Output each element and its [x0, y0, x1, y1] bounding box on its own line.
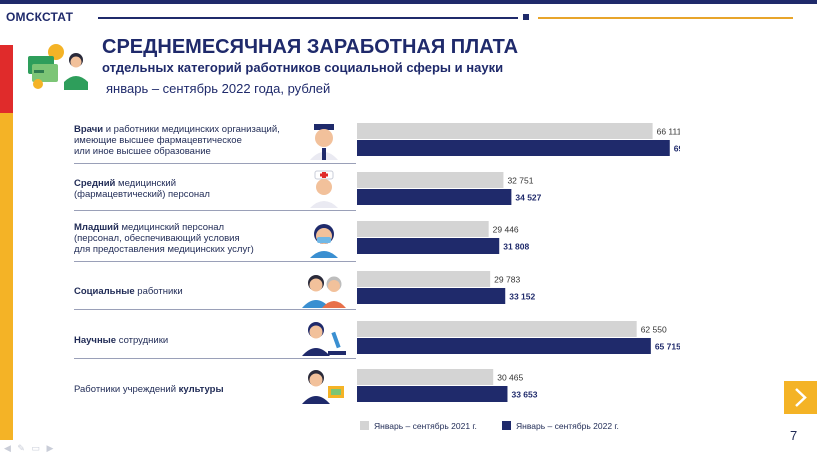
top-bar: [0, 0, 817, 4]
header-divider: [98, 17, 518, 19]
bar-2022-5: [357, 386, 508, 402]
row-divider: [74, 261, 356, 262]
bar-2022-2: [357, 238, 500, 254]
data-label-2022-0: 69 948: [674, 144, 680, 154]
nurse-icon: [310, 170, 338, 208]
salary-bar-chart: 66 111 69 948 32 751 34 527 29 446 31 808 29 7…: [357, 123, 680, 402]
data-label-2021-4: 62 550: [641, 325, 667, 335]
data-label-2022-2: 31 808: [503, 242, 529, 252]
category-label-doctors: Врачи и работники медицинских организаци…: [74, 124, 280, 157]
legend-item-2021: Январь – сентябрь 2021 г.: [360, 421, 477, 431]
row-divider: [74, 163, 356, 164]
page-subtitle: отдельных категорий работников социально…: [102, 60, 504, 75]
bar-2021-2: [357, 221, 489, 237]
bar-2021-1: [357, 172, 504, 188]
period-label: январь – сентябрь 2022 года, рублей: [106, 81, 331, 96]
legend-swatch-2021: [360, 421, 369, 430]
bar-2022-3: [357, 288, 506, 304]
category-label-social: Социальные работники: [74, 286, 183, 297]
category-label-science: Научные сотрудники: [74, 335, 169, 346]
data-label-2022-5: 33 653: [511, 390, 537, 400]
bar-2022-1: [357, 189, 512, 205]
category-label-mid-medical: Средний медицинский (фармацевтический) п…: [74, 178, 210, 200]
category-label-culture: Работники учреждений культуры: [74, 384, 224, 395]
data-label-2021-1: 32 751: [507, 176, 533, 186]
money-cards-icon: [28, 44, 88, 90]
bar-2021-4: [357, 321, 637, 337]
data-label-2021-0: 66 111: [657, 127, 680, 137]
data-label-2022-1: 34 527: [515, 193, 541, 203]
legend-item-2022: Январь – сентябрь 2022 г.: [502, 421, 619, 431]
culture-worker-icon: [302, 370, 344, 404]
bar-2021-3: [357, 271, 491, 287]
page-title: СРЕДНЕМЕСЯЧНАЯ ЗАРАБОТНАЯ ПЛАТА: [102, 36, 519, 58]
next-slide-button[interactable]: [784, 381, 817, 414]
left-accent-orange: [0, 113, 13, 440]
slideshow-controls[interactable]: ◀ ✎ ▭ ▶: [4, 443, 56, 453]
left-accent-red: [0, 45, 13, 113]
page-number: 7: [790, 428, 798, 443]
data-label-2021-3: 29 783: [494, 275, 520, 285]
row-divider: [74, 358, 356, 359]
brand-name: ОМСКСТАТ: [6, 10, 74, 24]
legend-swatch-2022: [502, 421, 511, 430]
doctor-icon: [310, 124, 338, 160]
row-divider: [74, 210, 356, 211]
header-divider-dot: [523, 14, 529, 20]
data-label-2022-3: 33 152: [509, 292, 535, 302]
data-label-2021-5: 30 465: [497, 373, 523, 383]
data-label-2022-4: 65 715: [655, 342, 680, 352]
header-divider-accent: [538, 17, 793, 19]
chevron-right-icon: [795, 388, 807, 407]
bar-2022-0: [357, 140, 670, 156]
masked-medic-icon: [310, 224, 338, 258]
bar-2021-5: [357, 369, 494, 385]
category-label-junior-medical: Младший медицинский персонал (персонал, …: [74, 222, 254, 255]
data-label-2021-2: 29 446: [493, 225, 519, 235]
bar-2022-4: [357, 338, 651, 354]
bar-2021-0: [357, 123, 653, 139]
row-divider: [74, 309, 356, 310]
social-workers-icon: [302, 275, 346, 308]
scientist-microscope-icon: [302, 322, 346, 356]
